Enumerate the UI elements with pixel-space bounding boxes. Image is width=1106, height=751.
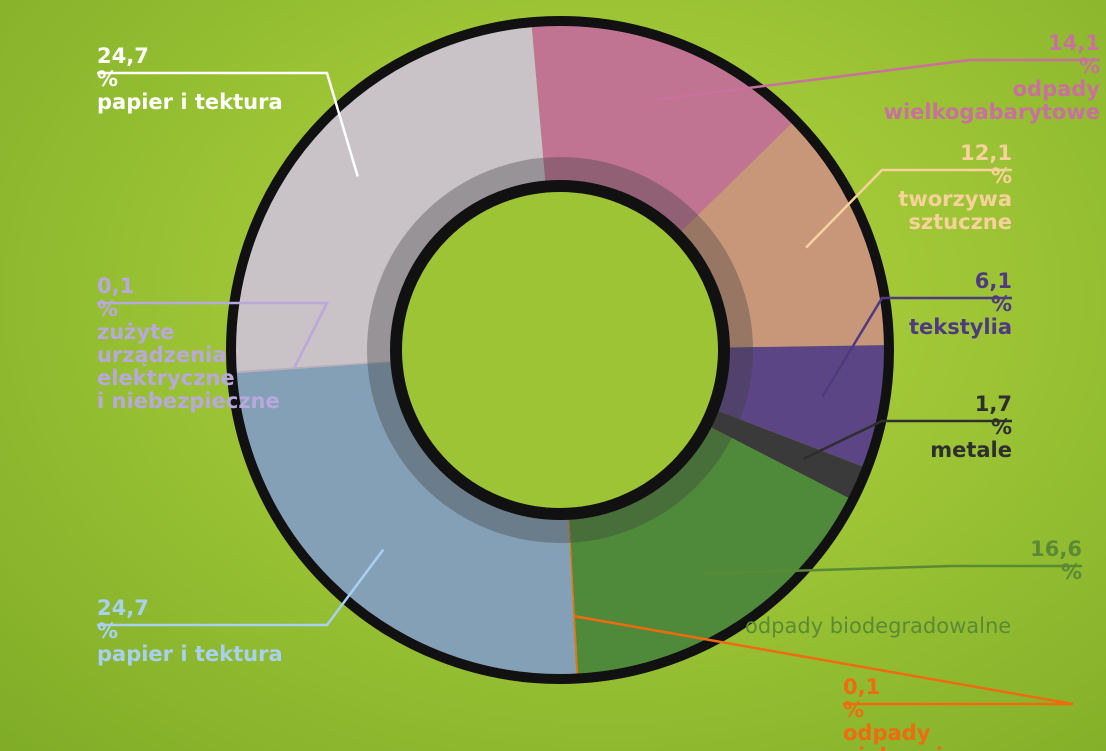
value-suffix: %: [1030, 561, 1082, 584]
category-label: zużyte urządzenia elektryczne i niebezpi…: [97, 321, 280, 413]
value-label: 1,7: [930, 393, 1012, 416]
value-suffix: %: [97, 620, 283, 643]
category-label-box: odpady biodegradowalne: [745, 615, 1011, 638]
segment-label: 1,7%metale: [930, 393, 1012, 462]
value-suffix: %: [97, 298, 280, 321]
value-suffix: %: [930, 416, 1012, 439]
value-label: 12,1: [898, 142, 1012, 165]
segment-label: 6,1%tekstylia: [909, 270, 1012, 339]
value-label: 24,7: [97, 45, 283, 68]
value-label: 0,1: [97, 275, 280, 298]
category-label: papier i tektura: [97, 91, 283, 114]
segment-label: 24,7%papier i tektura: [97, 597, 283, 666]
segment-label: 12,1%tworzywa sztuczne: [898, 142, 1012, 234]
value-label: 14,1: [884, 32, 1100, 55]
inner-hole: [396, 186, 724, 514]
segment-label: 0,1%odpady niebezpieczne: [843, 676, 1011, 751]
value-label: 24,7: [97, 597, 283, 620]
value-label: 6,1: [909, 270, 1012, 293]
category-label: tekstylia: [909, 316, 1012, 339]
segment-label: 24,7%papier i tektura: [97, 45, 283, 114]
value-label: 0,1: [843, 676, 1011, 699]
segment-label: 14,1%odpady wielkogabarytowe: [884, 32, 1100, 124]
value-suffix: %: [884, 55, 1100, 78]
category-label: odpady wielkogabarytowe: [884, 78, 1100, 124]
value-suffix: %: [909, 293, 1012, 316]
category-label: odpady niebezpieczne: [843, 722, 1011, 751]
value-suffix: %: [97, 68, 283, 91]
value-suffix: %: [843, 699, 1011, 722]
category-label: papier i tektura: [97, 643, 283, 666]
infographic: 14,1%odpady wielkogabarytowe12,1%tworzyw…: [0, 0, 1106, 751]
category-label: tworzywa sztuczne: [898, 188, 1012, 234]
category-label: odpady biodegradowalne: [745, 615, 1011, 638]
value-label: 16,6: [1030, 538, 1082, 561]
category-label: metale: [930, 439, 1012, 462]
segment-label: 0,1%zużyte urządzenia elektryczne i nieb…: [97, 275, 280, 413]
value-suffix: %: [898, 165, 1012, 188]
segment-label: 16,6%: [1030, 538, 1082, 584]
